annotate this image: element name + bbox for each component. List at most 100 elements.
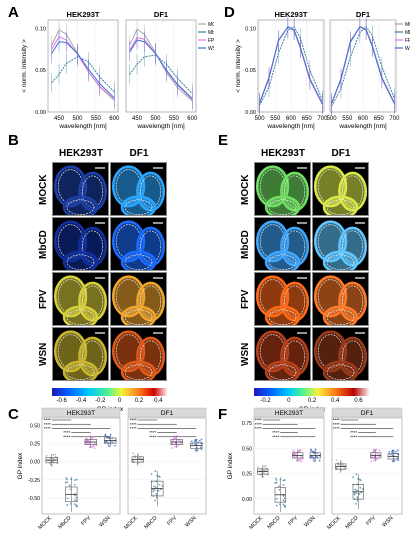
- x-tick-label: WSN: [303, 515, 316, 528]
- significance-label: ****: [255, 422, 262, 427]
- significance-label: ****: [255, 426, 262, 431]
- facet-strip: [126, 9, 196, 19]
- data-point: [172, 438, 175, 440]
- data-point: [310, 449, 312, 452]
- column-header: HEK293T: [59, 148, 103, 159]
- data-point: [171, 440, 174, 442]
- cell-outline: [124, 309, 153, 325]
- cell-outline: [82, 230, 104, 263]
- data-point: [274, 482, 277, 484]
- data-point: [88, 442, 91, 445]
- row-label: WSN: [38, 342, 49, 367]
- y-tick-label: 0.05: [245, 68, 256, 74]
- data-point: [132, 452, 135, 455]
- x-tick-label: MOCK: [248, 515, 264, 531]
- cell-shapes: [111, 165, 166, 215]
- cell-outline: [342, 230, 364, 263]
- x-tick-label: 550: [91, 116, 102, 122]
- data-point: [45, 454, 48, 457]
- data-point: [276, 497, 278, 500]
- data-point: [74, 494, 76, 497]
- y-axis-label: GP index: [227, 452, 234, 479]
- legend-label: WSN: [405, 46, 410, 52]
- data-point: [388, 451, 391, 453]
- significance-label: ****: [255, 418, 262, 423]
- x-tick-label: FPV: [365, 515, 377, 527]
- significance-label: ****: [333, 418, 340, 423]
- micrograph-cell: [52, 217, 109, 271]
- data-point: [282, 503, 285, 506]
- colorbar: [254, 388, 370, 396]
- data-point: [66, 478, 69, 481]
- colorbar: [52, 388, 168, 396]
- y-tick-label: -0.50: [28, 496, 40, 502]
- colorbar-tick: 0.2: [134, 398, 144, 404]
- data-point: [88, 446, 91, 448]
- data-point: [313, 460, 316, 463]
- spectra-chart-d: < norm. intensity > HEK293T 500 550 600 650 70…: [235, 9, 410, 130]
- data-point: [373, 459, 376, 462]
- series-line-mbcd: [331, 25, 395, 107]
- panel-label-b: B: [8, 132, 19, 149]
- column-header: DF1: [331, 148, 351, 159]
- x-axis-label: wavelength [nm]: [58, 123, 107, 130]
- facet-label: HEK293T: [67, 10, 100, 19]
- data-point: [397, 459, 399, 462]
- data-point: [353, 493, 356, 496]
- cell-outline: [284, 175, 306, 208]
- significance-label: ****: [44, 426, 51, 431]
- cell-shapes: [53, 220, 108, 270]
- x-tick-label: 450: [54, 116, 65, 122]
- colorbar-tick: 0.2: [307, 398, 317, 404]
- data-point: [108, 445, 111, 448]
- significance-label: ****: [149, 434, 156, 439]
- x-tick-label: 600: [286, 116, 297, 122]
- cell-outline: [326, 309, 355, 325]
- data-point: [295, 459, 298, 462]
- x-tick-label: WSN: [184, 515, 197, 528]
- data-point: [263, 465, 265, 468]
- micrograph-cell: [312, 327, 369, 381]
- data-point: [64, 481, 67, 484]
- cell-shapes: [313, 220, 368, 270]
- micrograph-cell: [52, 162, 109, 216]
- facet-strip: [258, 9, 324, 19]
- y-tick-label: 0.25: [30, 441, 40, 447]
- significance-label: ****: [272, 430, 279, 435]
- x-tick-label: 550: [342, 116, 353, 122]
- panel-label-d: D: [224, 4, 235, 21]
- x-tick-label: FPV: [287, 515, 299, 527]
- y-axis-label: GP index: [17, 452, 24, 479]
- cell-shapes: [255, 330, 310, 380]
- data-point: [75, 478, 78, 481]
- colorbar-tick: 0: [117, 398, 122, 404]
- cell-outline: [284, 230, 306, 263]
- data-point: [106, 441, 109, 444]
- data-point: [66, 497, 69, 500]
- row-label: FPV: [240, 289, 251, 310]
- cell-outline: [342, 285, 364, 318]
- row-label: MOCK: [38, 174, 49, 205]
- data-point: [200, 438, 203, 441]
- data-point: [352, 476, 355, 479]
- data-point: [299, 449, 302, 452]
- row-label: WSN: [240, 342, 251, 367]
- cell-outline: [124, 254, 153, 270]
- cell-outline: [268, 309, 297, 325]
- data-point: [174, 435, 177, 438]
- data-point: [293, 452, 295, 455]
- row-label: FPV: [38, 289, 49, 310]
- data-point: [294, 453, 297, 456]
- data-point: [313, 450, 316, 453]
- data-point: [52, 453, 55, 456]
- significance-label: ****: [130, 418, 137, 423]
- plot-area: [47, 19, 119, 113]
- significance-label: ****: [130, 426, 137, 431]
- data-point: [282, 484, 285, 486]
- data-point: [316, 456, 319, 458]
- cell-outline: [284, 285, 306, 318]
- data-point: [200, 448, 203, 451]
- data-point: [370, 460, 373, 463]
- data-point: [194, 443, 197, 446]
- row-label: MbCD: [240, 230, 251, 259]
